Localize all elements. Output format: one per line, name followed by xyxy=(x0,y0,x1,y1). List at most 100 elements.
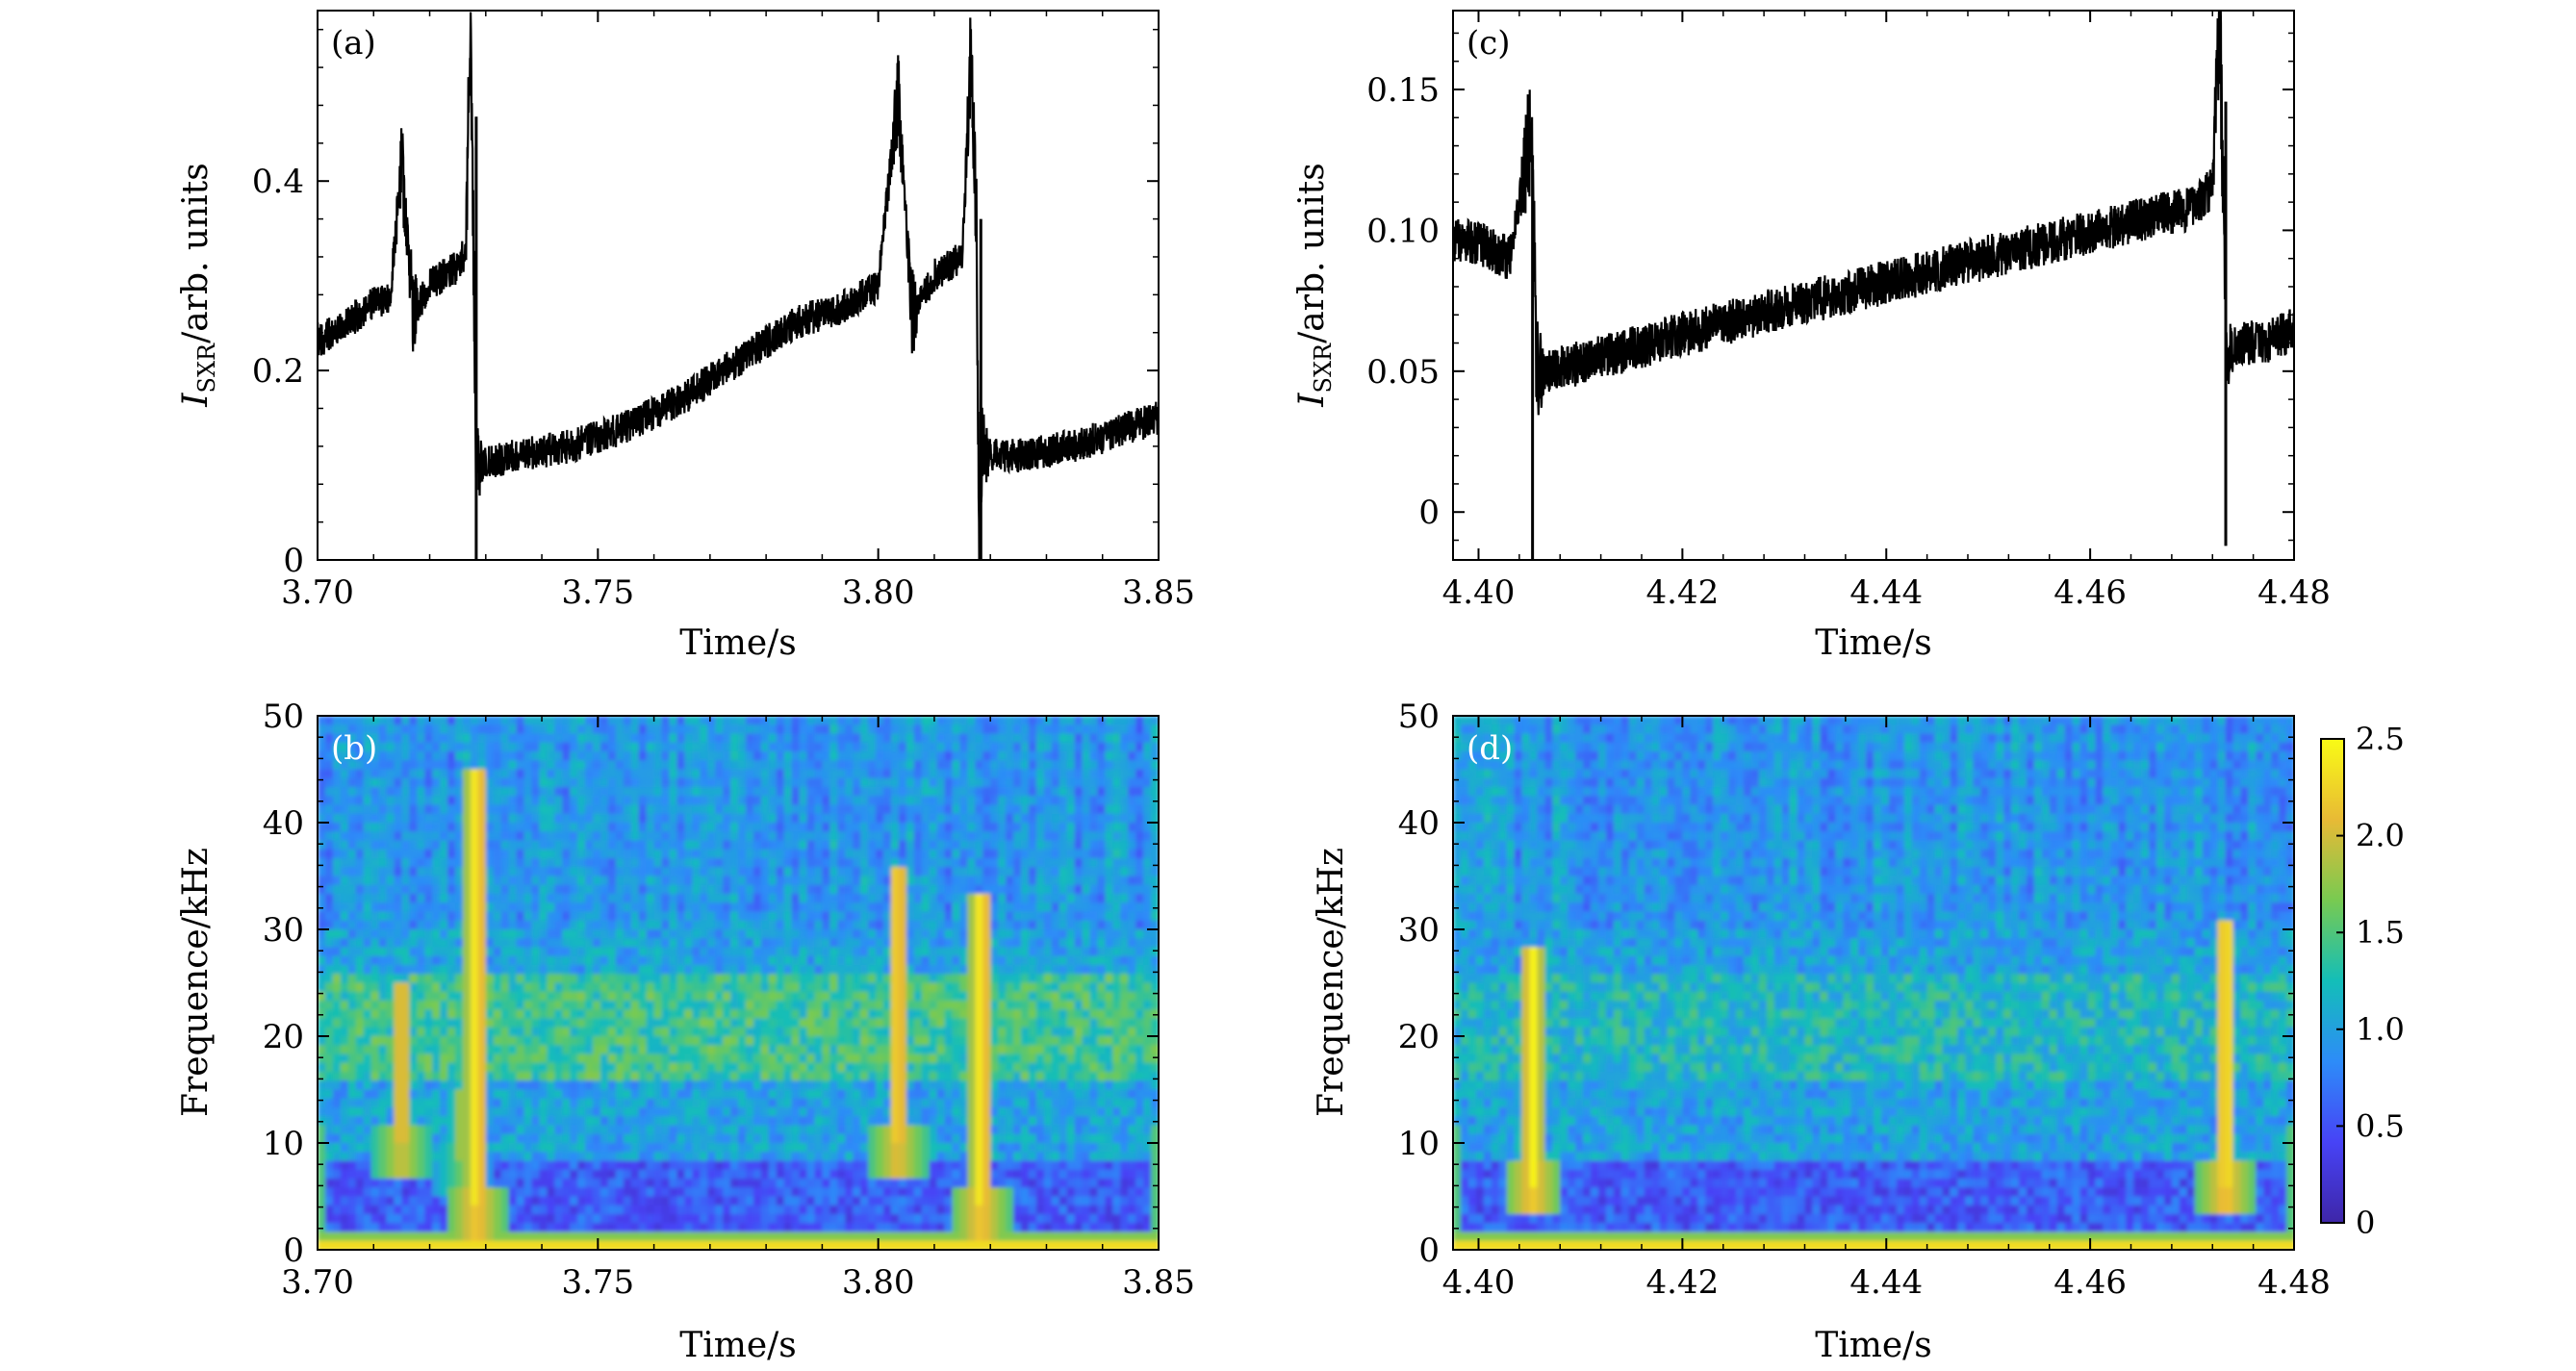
heatmap-cell-b xyxy=(707,804,717,815)
heatmap-cell-b xyxy=(539,938,548,949)
heatmap-cell-b xyxy=(959,974,969,984)
heatmap-cell-b xyxy=(394,724,403,735)
heatmap-cell-b xyxy=(829,804,839,815)
heatmap-cell-b xyxy=(707,876,717,886)
heatmap-cell-b xyxy=(814,769,824,779)
heatmap-cell-b xyxy=(585,769,595,779)
heatmap-cell-b xyxy=(462,1080,472,1091)
heatmap-cell-b xyxy=(630,947,640,957)
heatmap-cell-b xyxy=(508,1089,518,1100)
heatmap-cell-b xyxy=(638,894,648,904)
heatmap-cell-b xyxy=(783,1062,793,1073)
heatmap-cell-b xyxy=(570,1098,579,1108)
heatmap-cell-b xyxy=(1151,813,1159,824)
heatmap-cell-b xyxy=(1112,1036,1122,1047)
heatmap-cell-b xyxy=(1120,1072,1130,1082)
heatmap-cell-b xyxy=(585,823,595,833)
heatmap-cell-b xyxy=(876,1072,884,1082)
heatmap-cell-b xyxy=(669,813,678,824)
heatmap-cell-b xyxy=(921,724,931,735)
heatmap-cell-b xyxy=(1051,1054,1060,1064)
heatmap-cell-b xyxy=(653,1001,663,1011)
heatmap-cell-b xyxy=(676,1072,686,1082)
heatmap-cell-b xyxy=(669,1080,678,1091)
heatmap-cell-b xyxy=(1082,884,1091,895)
heatmap-cell-b xyxy=(1135,813,1145,824)
heatmap-cell-b xyxy=(401,902,411,913)
heatmap-cell-b xyxy=(332,1089,342,1100)
heatmap-cell-b xyxy=(1028,823,1037,833)
heatmap-cell-b xyxy=(1112,894,1122,904)
heatmap-cell-b xyxy=(799,938,808,949)
heatmap-cell-b xyxy=(1151,884,1159,895)
heatmap-cell-b xyxy=(1112,982,1122,993)
heatmap-cell-b xyxy=(1006,1009,1015,1020)
heatmap-cell-b xyxy=(440,742,449,752)
heatmap-cell-b xyxy=(760,1001,770,1011)
heatmap-cell-b xyxy=(1097,724,1107,735)
heatmap-cell-b xyxy=(921,831,931,842)
heatmap-cell-b xyxy=(485,1072,495,1082)
heatmap-cell-b xyxy=(585,751,595,762)
heatmap-cell-b xyxy=(921,858,931,869)
heatmap-cell-b xyxy=(531,1072,541,1082)
heatmap-cell-b xyxy=(585,982,595,993)
heatmap-cell-b xyxy=(853,947,862,957)
heatmap-cell-b xyxy=(1028,938,1037,949)
heatmap-cell-b xyxy=(485,760,495,771)
heatmap-cell-b xyxy=(890,965,900,976)
heatmap-cell-b xyxy=(936,777,946,788)
heatmap-cell-b xyxy=(868,742,878,752)
heatmap-cell-b xyxy=(1128,974,1137,984)
heatmap-cell-b xyxy=(1043,733,1053,744)
heatmap-cell-b xyxy=(477,751,487,762)
heatmap-cell-b xyxy=(593,804,601,815)
heatmap-cell-b xyxy=(477,929,487,940)
heatmap-cell-b xyxy=(1143,1054,1153,1064)
heatmap-cell-b xyxy=(730,1089,739,1100)
heatmap-cell-b xyxy=(394,920,403,930)
heatmap-cell-b xyxy=(424,796,434,806)
heatmap-cell-b xyxy=(462,1098,472,1108)
heatmap-cell-b xyxy=(593,974,601,984)
heatmap-cell-b xyxy=(347,760,357,771)
heatmap-cell-b xyxy=(745,1009,754,1020)
heatmap-cell-b xyxy=(913,902,923,913)
heatmap-cell-b xyxy=(1089,804,1099,815)
heatmap-cell-b xyxy=(752,849,762,859)
heatmap-cell-b xyxy=(523,1001,533,1011)
heatmap-cell-b xyxy=(1043,1045,1053,1055)
heatmap-cell-b xyxy=(752,813,762,824)
heatmap-cell-b xyxy=(455,1027,464,1037)
heatmap-cell-b xyxy=(929,920,938,930)
heatmap-cell-b xyxy=(860,974,870,984)
heatmap-cell-b xyxy=(623,920,632,930)
heatmap-cell-b xyxy=(990,742,1000,752)
heatmap-cell-b xyxy=(845,858,854,869)
heatmap-cell-b xyxy=(585,716,595,726)
heatmap-cell-b xyxy=(593,840,601,851)
heatmap-cell-b xyxy=(715,1036,725,1047)
heatmap-cell-b xyxy=(669,929,678,940)
heatmap-cell-b xyxy=(401,1009,411,1020)
heatmap-cell-b xyxy=(990,1009,1000,1020)
heatmap-cell-b xyxy=(531,974,541,984)
heatmap-cell-b xyxy=(760,777,770,788)
heatmap-cell-b xyxy=(531,1089,541,1100)
heatmap-cell-b xyxy=(523,823,533,833)
heatmap-cell-b xyxy=(752,884,762,895)
heatmap-cell-b xyxy=(500,1062,510,1073)
heatmap-cell-b xyxy=(684,1080,694,1091)
heatmap-cell-b xyxy=(593,769,601,779)
heatmap-cell-b xyxy=(355,813,365,824)
heatmap-cell-b xyxy=(661,884,671,895)
heatmap-cell-b xyxy=(745,733,754,744)
heatmap-cell-b xyxy=(1112,1027,1122,1037)
heatmap-cell-b xyxy=(661,911,671,922)
heatmap-cell-b xyxy=(1035,1009,1045,1020)
heatmap-cell-b xyxy=(638,902,648,913)
heatmap-cell-b xyxy=(745,742,754,752)
heatmap-cell-b xyxy=(1058,982,1068,993)
heatmap-cell-b xyxy=(860,1027,870,1037)
heatmap-cell-b xyxy=(386,876,395,886)
